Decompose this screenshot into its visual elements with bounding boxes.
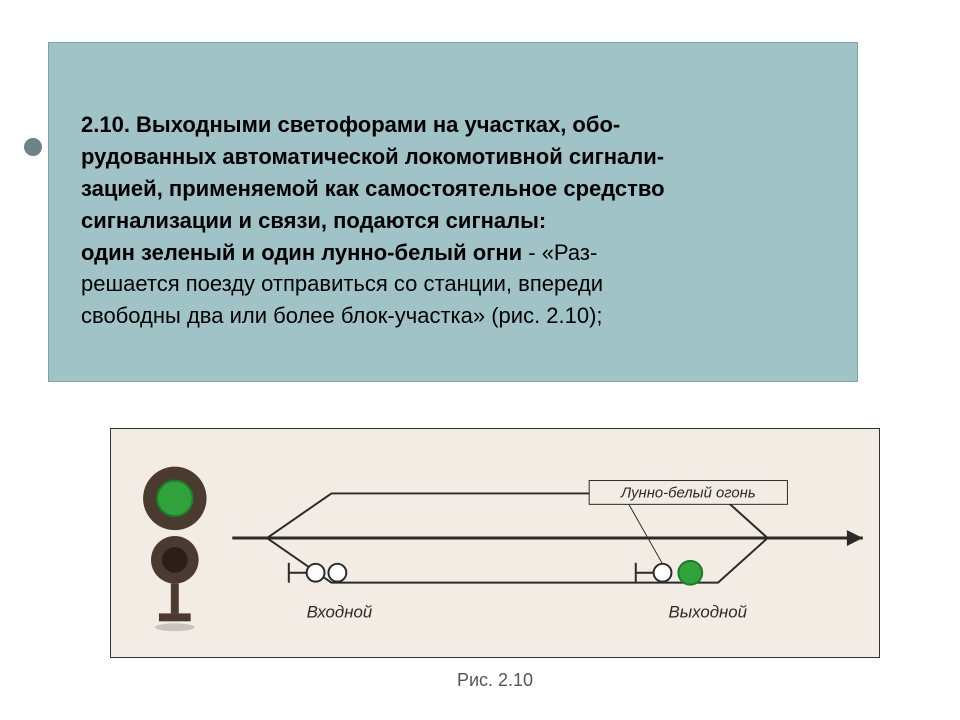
text-line: рудованных автоматической локомотивной с… [81, 144, 664, 169]
figure-diagram: Лунно-белый огонь Входной Выходной [110, 428, 880, 658]
svg-text:Выходной: Выходной [668, 602, 747, 621]
figure-container: Лунно-белый огонь Входной Выходной Рис. 2.… [110, 428, 880, 691]
svg-text:Лунно-белый огонь: Лунно-белый огонь [620, 485, 756, 501]
text-line: зацией, применяемой как самостоятельное … [81, 176, 665, 201]
text-line: - «Раз- [528, 240, 597, 265]
text-line: сигнализации и связи, подаются сигналы: [81, 208, 546, 233]
diagram-svg: Лунно-белый огонь Входной Выходной [111, 429, 879, 657]
text-box: 2.10. Выходными светофорами на участках,… [48, 42, 858, 382]
text-line: решается поезду отправиться со станции, … [81, 271, 603, 296]
figure-caption: Рис. 2.10 [110, 670, 880, 691]
text-line: 2.10. Выходными светофорами на участках,… [81, 112, 620, 137]
text-line: один зеленый и один лунно-белый огни [81, 240, 528, 265]
svg-text:Входной: Входной [307, 602, 373, 621]
text-line: свободны два или более блок-участка» (ри… [81, 303, 603, 328]
slide-bullet [24, 138, 42, 156]
